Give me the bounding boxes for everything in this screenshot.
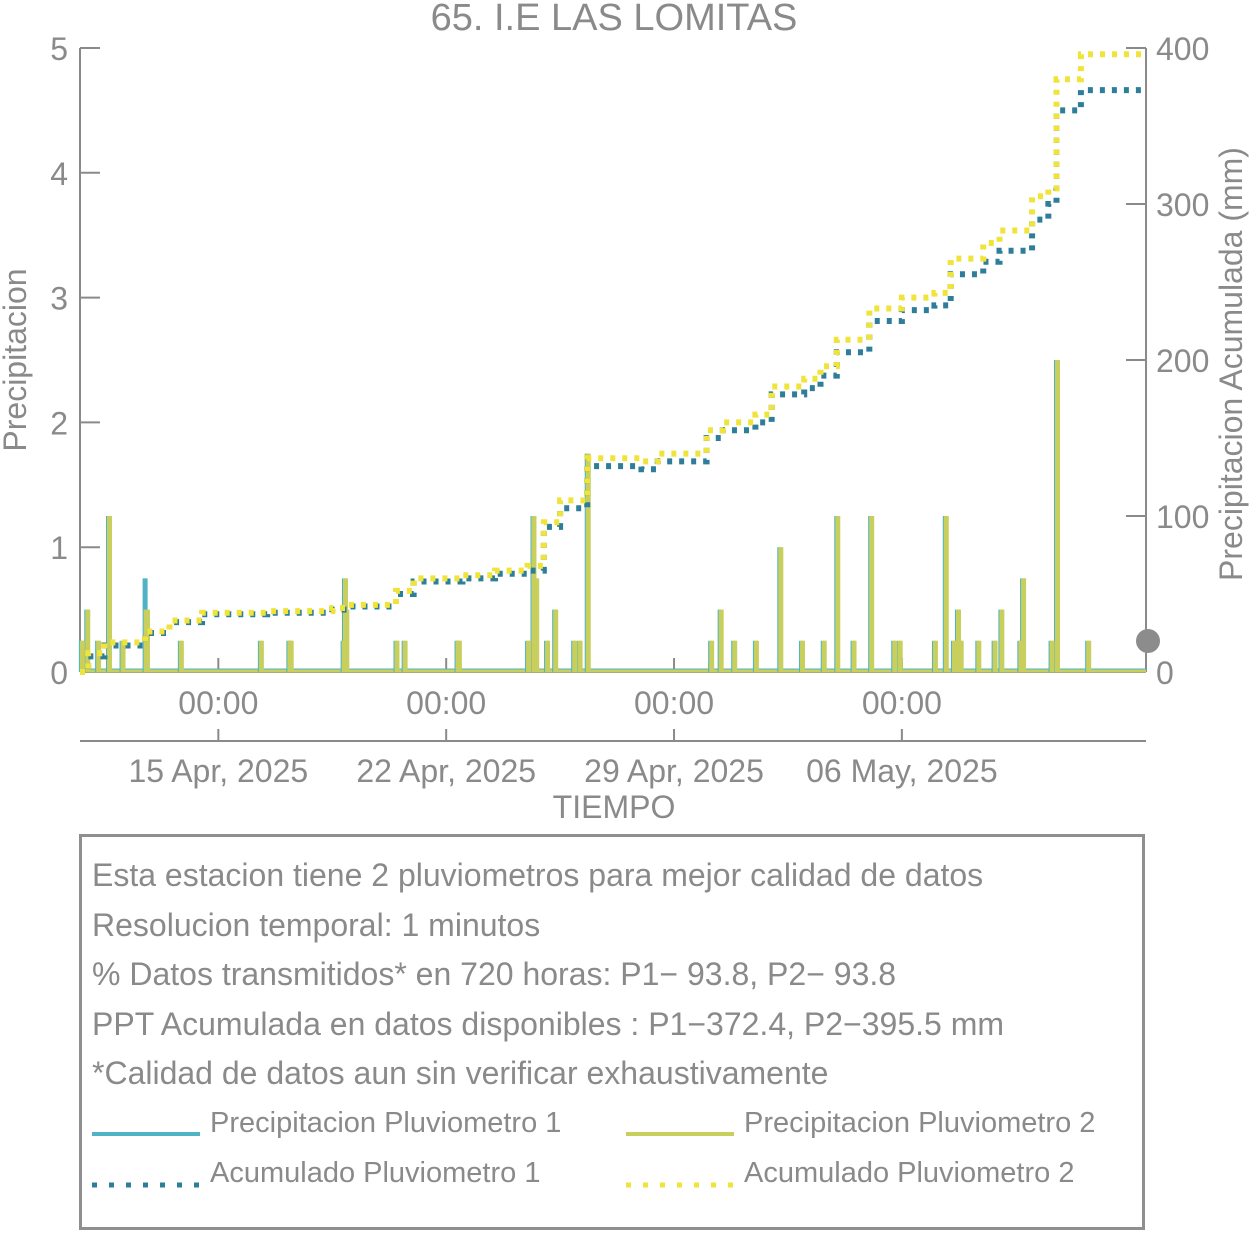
legend-item-p1: Precipitacion Pluviometro 1 bbox=[92, 1107, 612, 1147]
y-tick-label: 1 bbox=[50, 530, 68, 566]
info-line-resolution: Resolucion temporal: 1 minutos bbox=[92, 907, 541, 943]
y-tick-label: 2 bbox=[50, 405, 68, 441]
chart-title: 65. I.E LAS LOMITAS bbox=[431, 0, 798, 39]
legend-swatch-acc2 bbox=[626, 1182, 734, 1188]
info-box: Esta estacion tiene 2 pluviometros para … bbox=[79, 834, 1145, 1230]
legend-label-acc2: Acumulado Pluviometro 2 bbox=[744, 1157, 1075, 1189]
legend-swatch-p2 bbox=[626, 1132, 734, 1136]
y2-tick-label: 400 bbox=[1156, 31, 1209, 67]
x-axis-label: TIEMPO bbox=[553, 789, 676, 825]
info-line-transmitted: % Datos transmitidos* en 720 horas: P1− … bbox=[92, 956, 897, 992]
legend-label-p1: Precipitacion Pluviometro 1 bbox=[210, 1107, 562, 1139]
legend-item-p2: Precipitacion Pluviometro 2 bbox=[626, 1107, 1146, 1147]
legend-item-acc2: Acumulado Pluviometro 2 bbox=[626, 1157, 1146, 1197]
y2-tick-label: 100 bbox=[1156, 499, 1209, 535]
y2-axis-label: Precipitacion Acumulada (mm) bbox=[1213, 147, 1249, 581]
x-tick-label-time: 00:00 bbox=[178, 685, 258, 721]
x-tick-label-time: 00:00 bbox=[406, 685, 486, 721]
info-line-stations: Esta estacion tiene 2 pluviometros para … bbox=[92, 857, 984, 893]
lines-layer bbox=[80, 51, 1146, 675]
x-tick-label-date: 06 May, 2025 bbox=[806, 753, 998, 789]
legend-label-acc1: Acumulado Pluviometro 1 bbox=[210, 1157, 541, 1189]
line-acc2 bbox=[80, 51, 1146, 675]
scroll-marker bbox=[1136, 629, 1160, 653]
y-tick-label: 4 bbox=[50, 156, 68, 192]
axes-layer: 0 1 2 3 4 5 0 100 200 300 400 00:00 15 Apr, 2025 00:0… bbox=[50, 31, 1209, 789]
x-tick-label-date: 15 Apr, 2025 bbox=[128, 753, 308, 789]
x-tick-label-time: 00:00 bbox=[634, 685, 714, 721]
y-tick-label: 0 bbox=[50, 655, 68, 691]
y2-tick-label: 300 bbox=[1156, 187, 1209, 223]
legend-item-acc1: Acumulado Pluviometro 1 bbox=[92, 1157, 612, 1197]
info-line-accumulated: PPT Acumulada en datos disponibles : P1−… bbox=[92, 1006, 1004, 1042]
line-acc1 bbox=[80, 87, 1146, 675]
precipitation-chart: 0 1 2 3 4 5 0 100 200 300 400 00:00 15 Apr, 2025 00:0… bbox=[0, 0, 1249, 825]
x-tick-label-date: 22 Apr, 2025 bbox=[356, 753, 536, 789]
legend-label-p2: Precipitacion Pluviometro 2 bbox=[744, 1107, 1096, 1139]
y2-tick-label: 200 bbox=[1156, 343, 1209, 379]
y-axis-label: Precipitacion bbox=[0, 268, 33, 451]
info-line-quality: *Calidad de datos aun sin verificar exha… bbox=[92, 1055, 829, 1091]
y2-tick-label: 0 bbox=[1156, 655, 1174, 691]
legend-swatch-acc1 bbox=[92, 1182, 200, 1188]
y-tick-label: 5 bbox=[50, 31, 68, 67]
bars-layer bbox=[78, 360, 1146, 673]
y-tick-label: 3 bbox=[50, 281, 68, 317]
x-tick-label-date: 29 Apr, 2025 bbox=[584, 753, 764, 789]
x-tick-label-time: 00:00 bbox=[862, 685, 942, 721]
legend-swatch-p1 bbox=[92, 1132, 200, 1136]
